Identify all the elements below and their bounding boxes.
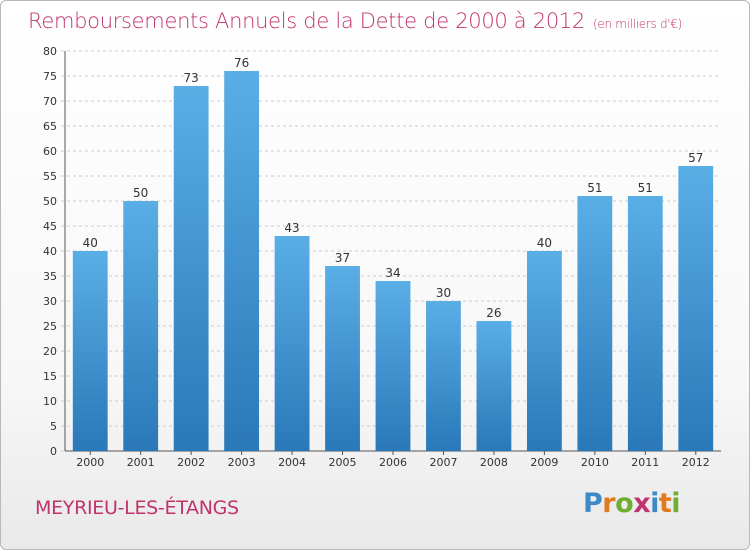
x-tick-label: 2011 [631, 456, 659, 469]
data-label: 40 [83, 236, 98, 250]
data-label: 26 [486, 306, 501, 320]
y-tick-label: 65 [43, 120, 57, 133]
data-label: 30 [436, 286, 451, 300]
chart-title: Remboursements Annuels de la Dette de 20… [28, 9, 682, 33]
bar [325, 266, 360, 451]
x-tick-label: 2001 [127, 456, 155, 469]
y-tick-label: 25 [43, 320, 57, 333]
chart-subtitle: (en milliers d'€) [593, 17, 683, 31]
data-label: 50 [133, 186, 148, 200]
data-label: 43 [284, 221, 299, 235]
bar [173, 86, 209, 451]
bar-chart: 0 5 10 15 20 25 30 35 40 45 50 55 60 65 70 75 80 40 2000 50… [43, 45, 721, 469]
bar [526, 251, 562, 451]
data-label: 37 [335, 251, 350, 265]
bar [426, 301, 461, 451]
logo-letter: P [583, 488, 603, 519]
bar [123, 201, 159, 451]
data-label: 34 [385, 266, 400, 280]
logo-letter: o [615, 488, 634, 519]
x-tick-label: 2008 [480, 456, 508, 469]
x-tick-label: 2002 [177, 456, 205, 469]
y-tick-label: 30 [43, 295, 57, 308]
logo-letter: i [650, 488, 659, 519]
y-tick-label: 75 [43, 70, 57, 83]
bar [627, 196, 663, 451]
bar [577, 196, 613, 451]
y-tick-label: 45 [43, 220, 57, 233]
x-tick-label: 2009 [530, 456, 558, 469]
x-tick-label: 2005 [329, 456, 357, 469]
data-label: 76 [234, 56, 249, 70]
x-tick-label: 2007 [429, 456, 457, 469]
y-tick-label: 35 [43, 270, 57, 283]
chart-title-text: Remboursements Annuels de la Dette de 20… [28, 9, 585, 33]
y-tick-label: 50 [43, 195, 57, 208]
y-tick-label: 80 [43, 45, 57, 58]
data-label: 40 [537, 236, 552, 250]
data-label: 73 [184, 71, 199, 85]
data-label: 51 [587, 181, 602, 195]
data-label: 57 [688, 151, 703, 165]
bar [476, 321, 512, 451]
y-tick-label: 10 [43, 395, 57, 408]
x-tick-label: 2000 [76, 456, 104, 469]
x-tick-label: 2004 [278, 456, 306, 469]
bar [224, 71, 260, 451]
x-tick-label: 2010 [581, 456, 609, 469]
bar [375, 281, 411, 451]
x-tick-label: 2012 [682, 456, 710, 469]
bar [678, 166, 714, 451]
y-tick-label: 5 [50, 420, 57, 433]
y-tick-label: 20 [43, 345, 57, 358]
y-tick-label: 0 [50, 445, 57, 458]
bar [274, 236, 310, 451]
x-tick-label: 2006 [379, 456, 407, 469]
logo-letter: t [658, 488, 672, 519]
y-tick-label: 40 [43, 245, 57, 258]
y-tick-label: 55 [43, 170, 57, 183]
y-tick-label: 60 [43, 145, 57, 158]
y-tick-label: 70 [43, 95, 57, 108]
commune-name: MEYRIEU-LES-ÉTANGS [35, 497, 239, 519]
x-tick-label: 2003 [228, 456, 256, 469]
logo-letter: x [633, 488, 651, 519]
proxiti-logo: Proxiti [583, 488, 681, 519]
y-tick-label: 15 [43, 370, 57, 383]
logo-letter: i [671, 488, 681, 519]
data-label: 51 [638, 181, 653, 195]
logo-letter: r [602, 488, 616, 519]
bar [72, 251, 108, 451]
